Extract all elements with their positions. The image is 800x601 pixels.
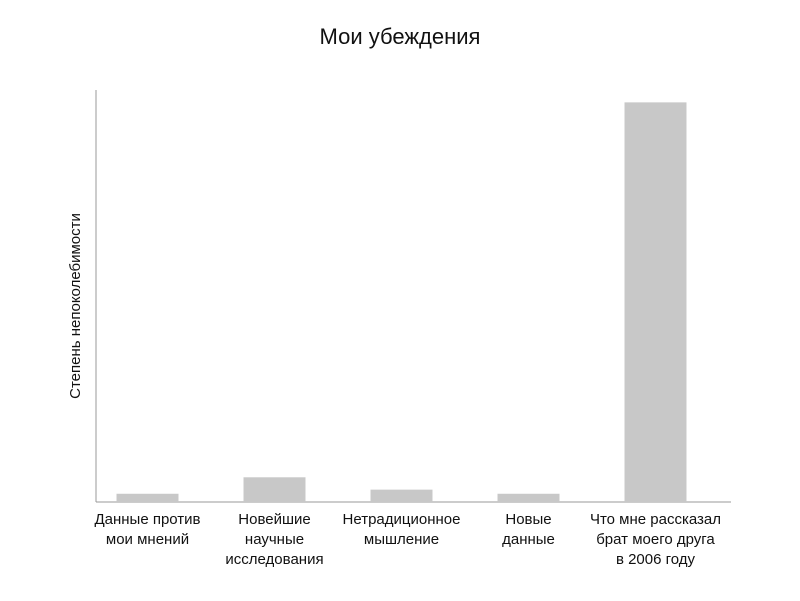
x-tick-label: Нетрадиционное [343,511,461,528]
x-tick-label: Новейшие [238,511,310,528]
x-tick-label: брат моего друга [596,531,715,548]
chart-title: Мои убеждения [320,24,481,49]
x-tick-label: в 2006 году [616,551,696,568]
x-tick-label: Что мне рассказал [590,511,721,528]
bar [116,493,179,502]
bar [243,477,306,502]
x-tick-label: данные [502,531,555,548]
x-tick-label: Данные против [94,511,200,528]
x-tick-label: мои мнений [106,531,189,548]
bar [624,102,687,503]
x-tick-label: исследования [225,551,323,568]
x-tick-label: Новые [505,511,551,528]
x-tick-label: мышление [364,531,439,548]
y-axis-label: Степень непоколебимости [67,213,84,399]
x-tick-label: научные [245,531,304,548]
bar [370,489,433,502]
bar [497,493,560,502]
